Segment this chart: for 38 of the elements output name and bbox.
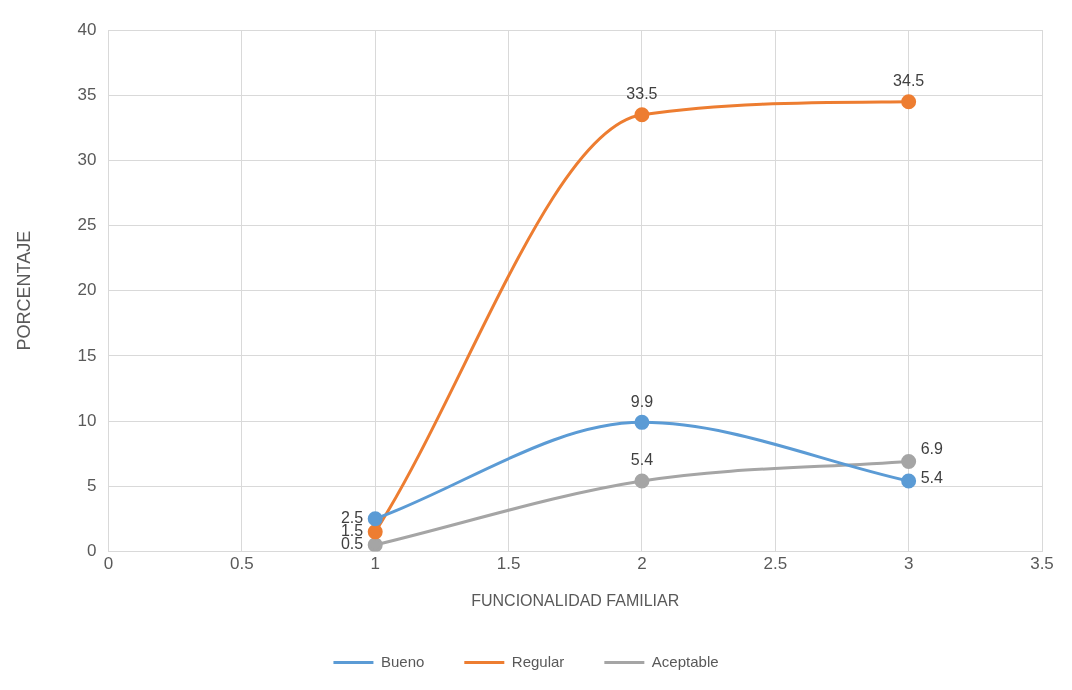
y-tick-label: 30 bbox=[77, 150, 97, 170]
y-tick-label: 35 bbox=[77, 84, 97, 104]
x-axis-title: FUNCIONALIDAD FAMILIAR bbox=[471, 591, 680, 609]
data-label: 33.5 bbox=[626, 85, 658, 103]
y-tick-label: 5 bbox=[87, 475, 97, 495]
y-axis-title: PORCENTAJE bbox=[13, 230, 34, 351]
point bbox=[367, 524, 383, 540]
data-label: 9.9 bbox=[630, 392, 654, 410]
legend-label: Regular bbox=[511, 652, 565, 670]
point bbox=[901, 453, 917, 469]
legend-label: Aceptable bbox=[651, 652, 719, 670]
y-tick-label: 20 bbox=[77, 280, 97, 300]
data-label: 5.4 bbox=[920, 469, 943, 487]
x-tick-label: 0 bbox=[103, 554, 114, 574]
point bbox=[367, 537, 383, 552]
point bbox=[634, 107, 650, 123]
point bbox=[367, 511, 383, 527]
y-tick-label: 25 bbox=[77, 215, 97, 235]
point bbox=[901, 473, 917, 489]
point bbox=[634, 414, 650, 430]
y-tick-label: 0 bbox=[87, 541, 97, 561]
data-label: 0.5 bbox=[340, 535, 364, 553]
point bbox=[901, 94, 917, 110]
x-tick-label: 0.5 bbox=[230, 554, 254, 574]
x-tick-label: 2 bbox=[637, 554, 647, 574]
y-tick-label: 15 bbox=[77, 345, 97, 365]
legend-label: Bueno bbox=[380, 652, 425, 670]
data-label: 6.9 bbox=[920, 439, 943, 457]
point bbox=[634, 473, 650, 489]
x-tick-label: 1.5 bbox=[496, 554, 521, 574]
x-tick-label: 2.5 bbox=[763, 554, 788, 574]
x-tick-label: 1 bbox=[370, 554, 380, 574]
y-tick-label: 10 bbox=[77, 410, 97, 430]
x-tick-label: 3.5 bbox=[1030, 554, 1054, 574]
y-tick-label: 40 bbox=[77, 19, 97, 39]
x-tick-label: 3 bbox=[903, 554, 914, 574]
data-label: 34.5 bbox=[893, 72, 925, 90]
data-label: 5.4 bbox=[630, 451, 654, 469]
